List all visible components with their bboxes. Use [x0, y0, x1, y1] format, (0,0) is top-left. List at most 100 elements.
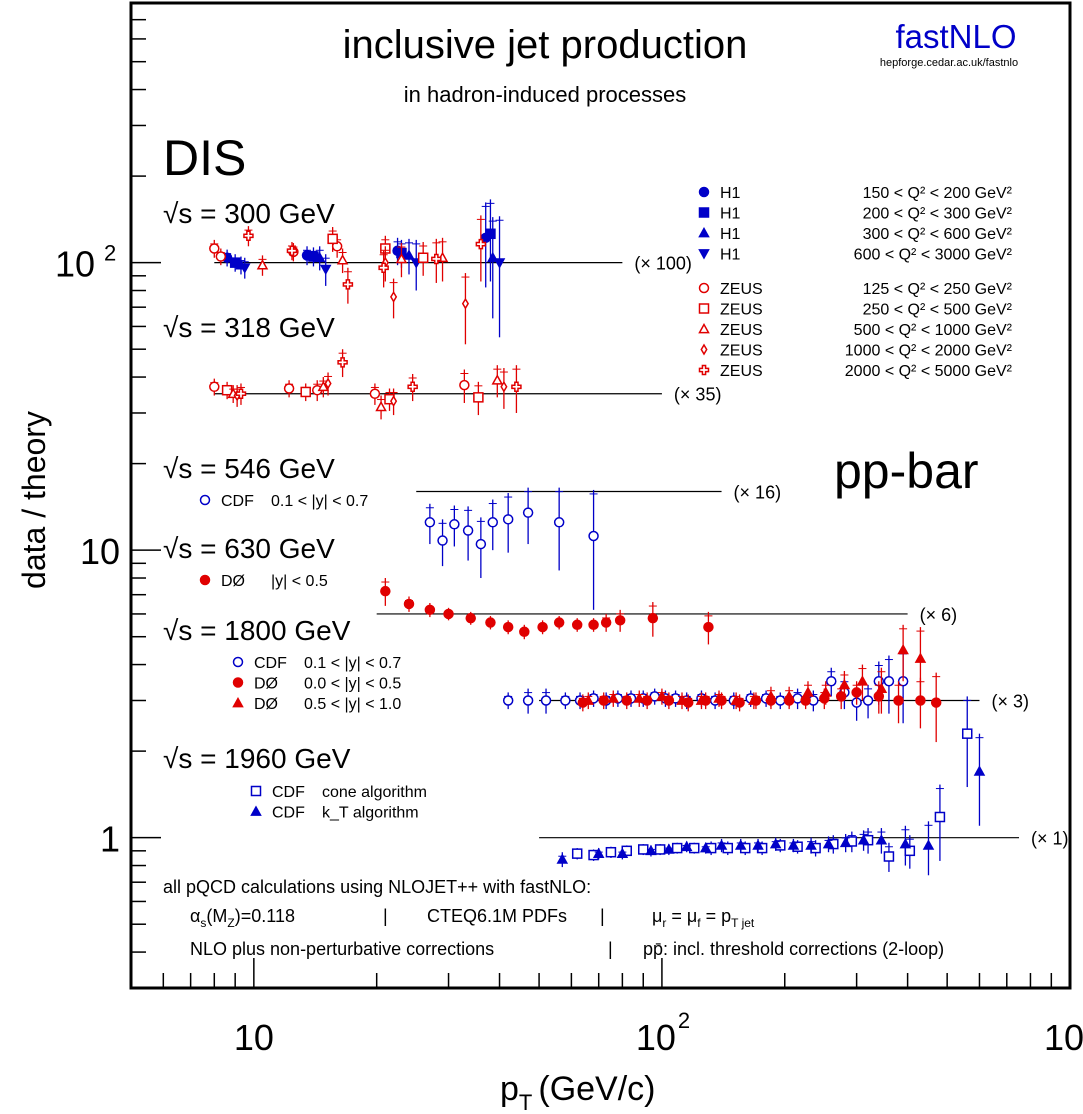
data-point — [769, 838, 782, 849]
pp-legends: CDF 0.1 < |y| < 0.7 DØ |y| < 0.5 CDF 0.1 < |y… — [199, 493, 427, 822]
y-tick-label-exp: 2 — [104, 241, 116, 266]
data-point — [519, 626, 530, 638]
x-tick-label: 10 — [234, 1017, 274, 1058]
fastnlo-logo: fastNLO — [895, 18, 1016, 55]
data-point — [380, 585, 391, 597]
footer-line3a: NLO plus non-perturbative corrections — [190, 939, 494, 959]
y-tick-label: 10 — [80, 531, 120, 572]
legend-experiment: ZEUS — [720, 343, 763, 360]
data-point — [616, 847, 629, 858]
scale-factor-label: (× 100) — [634, 254, 692, 274]
legend-range: 125 < Q² < 250 GeV² — [863, 281, 1013, 298]
data-point — [493, 258, 506, 269]
data-point — [930, 697, 942, 708]
footer-mu: μr = μf = pT jet — [652, 906, 755, 930]
data-point — [571, 619, 583, 631]
data-point — [893, 695, 904, 706]
legend-experiment: H1 — [720, 247, 741, 264]
ppbar-label: pp-bar — [834, 443, 979, 499]
energy-label: √s = 300 GeV — [163, 198, 335, 229]
y-axis-ticks: 1 10 10 2 — [55, 2, 161, 989]
data-point — [783, 690, 795, 701]
data-point — [899, 838, 912, 849]
data-point — [787, 839, 800, 850]
data-point — [556, 853, 569, 864]
data-point — [838, 678, 851, 690]
energy-label: √s = 1800 GeV — [163, 615, 351, 646]
data-point — [324, 377, 332, 390]
data-point — [375, 400, 387, 412]
data-point — [914, 652, 927, 663]
data-point — [319, 264, 332, 276]
legend-marker — [698, 303, 710, 314]
data-point — [300, 386, 311, 398]
data-point — [473, 392, 484, 403]
legend-experiment: ZEUS — [720, 281, 763, 298]
legend-experiment: DØ — [221, 573, 245, 590]
data-point — [713, 692, 725, 703]
data-point — [645, 844, 657, 856]
data-point — [221, 384, 233, 396]
data-point — [695, 694, 708, 705]
legend-range: 600 < Q² < 3000 GeV² — [854, 247, 1013, 264]
legend-range: 2000 < Q² < 5000 GeV² — [845, 363, 1013, 380]
legend-range: |y| < 0.5 — [271, 573, 328, 590]
data-point — [734, 839, 747, 850]
footer-notes: all pQCD calculations using NLOJET++ wit… — [163, 877, 944, 959]
data-point — [407, 381, 418, 393]
data-point — [502, 621, 514, 633]
data-point — [337, 357, 348, 368]
data-point — [500, 380, 508, 393]
footer-pdf: CTEQ6.1M PDFs — [427, 906, 567, 926]
legend-range: 0.1 < |y| < 0.7 — [304, 655, 401, 672]
data-point — [475, 538, 487, 550]
data-point — [553, 517, 565, 528]
data-point — [475, 238, 487, 250]
footer-alpha: αs(MZ)=0.118 — [190, 906, 295, 930]
data-point — [839, 836, 852, 848]
data-point — [461, 297, 470, 310]
data-point — [703, 621, 714, 633]
data-point — [826, 675, 837, 687]
legend-experiment: CDF — [254, 655, 287, 672]
legend-range: 150 < Q² < 200 GeV² — [863, 185, 1013, 202]
data-point — [378, 262, 389, 273]
data-point — [342, 279, 354, 290]
data-point — [621, 695, 633, 706]
legend-range: 500 < Q² < 1000 GeV² — [854, 322, 1013, 339]
data-point — [961, 728, 973, 739]
legend-marker — [698, 249, 710, 260]
energy-label: √s = 318 GeV — [163, 312, 335, 343]
data-point — [403, 598, 415, 610]
footer-line1: all pQCD calculations using NLOJET++ wit… — [163, 877, 591, 897]
data-point — [491, 374, 504, 385]
x-axis-ticks: 10102103 — [130, 958, 1083, 1058]
legend-experiment: H1 — [720, 226, 741, 243]
footer-sep1: | — [383, 906, 388, 926]
footer-sep2: | — [600, 906, 605, 926]
data-point — [215, 251, 227, 262]
data-point — [819, 686, 832, 697]
legend-marker — [199, 574, 211, 586]
data-point — [600, 617, 612, 628]
data-point — [715, 839, 728, 850]
data-point — [765, 690, 777, 701]
data-point — [485, 617, 496, 628]
data-point — [748, 694, 760, 705]
data-point — [431, 253, 442, 265]
data-point — [775, 695, 786, 706]
data-point — [437, 535, 448, 546]
data-point — [835, 691, 847, 702]
data-point — [238, 263, 251, 274]
data-point — [235, 388, 247, 399]
data-point — [588, 619, 599, 631]
data-point — [802, 686, 814, 697]
legend-experiment: ZEUS — [720, 322, 763, 339]
data-point — [633, 692, 646, 703]
data-point — [922, 839, 935, 850]
fastnlo-url: hepforge.cedar.ac.uk/fastnlo — [880, 57, 1018, 69]
data-point — [654, 844, 666, 855]
data-point — [598, 695, 609, 706]
legend-marker — [250, 805, 262, 816]
